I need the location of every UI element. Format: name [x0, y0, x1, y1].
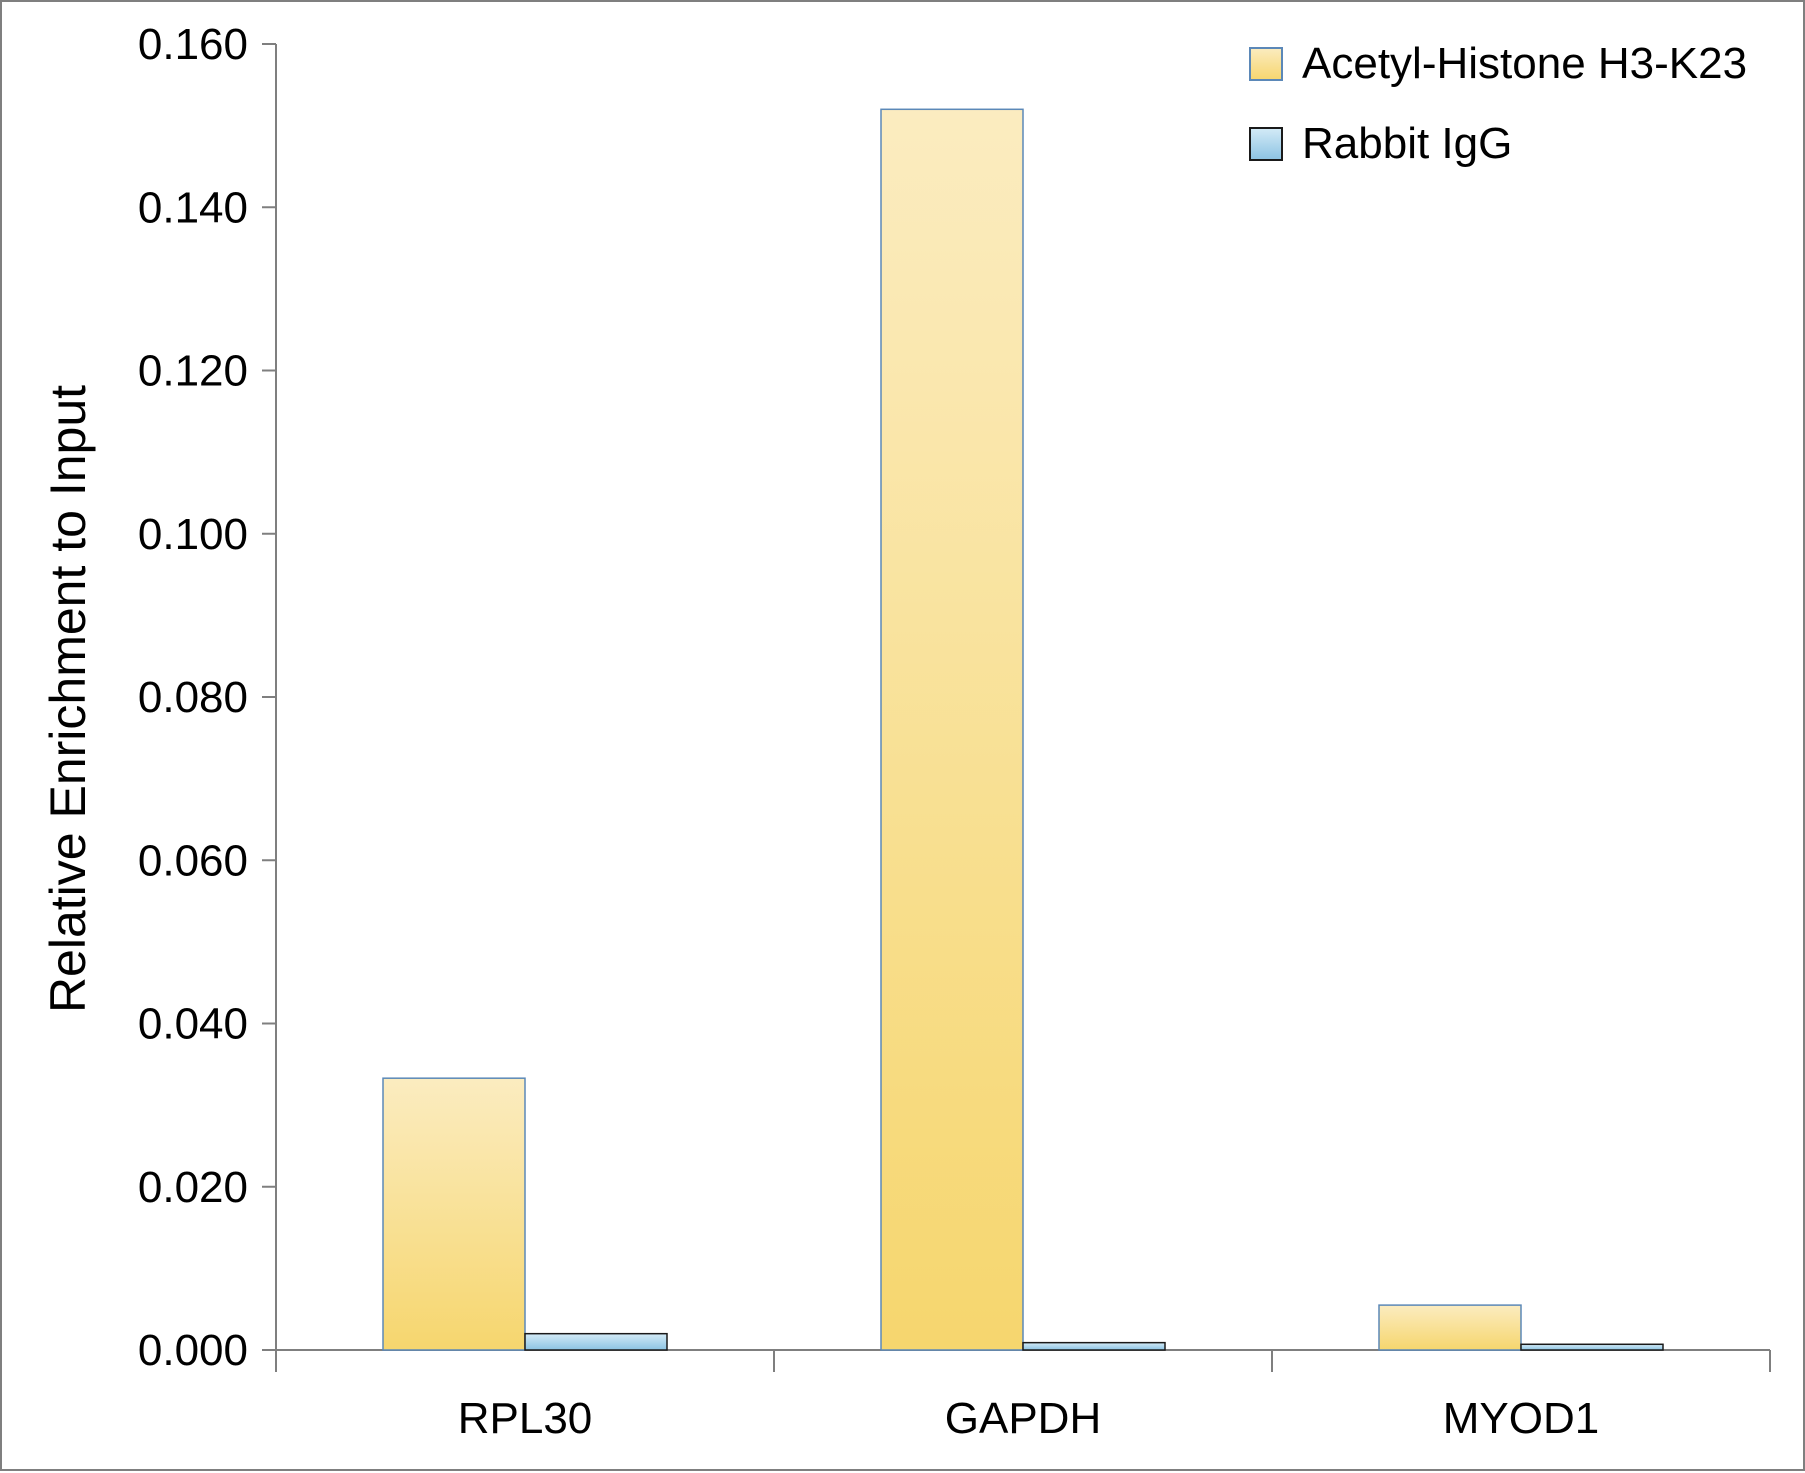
bar-rabbit-igg-rpl30: [524, 1332, 668, 1351]
y-tick-label: 0.100: [138, 510, 248, 559]
bars: [382, 108, 1664, 1351]
bar-acetyl-histone-myod1: [1378, 1304, 1522, 1351]
x-axis: RPL30 GAPDH MYOD1: [275, 1349, 1771, 1443]
legend: Acetyl-Histone H3-K23 Rabbit IgG: [1249, 39, 1747, 168]
legend-label: Rabbit IgG: [1302, 119, 1512, 168]
bar-acetyl-histone-gapdh: [880, 108, 1024, 1351]
y-tick-label: 0.160: [138, 20, 248, 69]
bar-acetyl-histone-rpl30: [382, 1077, 526, 1351]
y-tick-label: 0.040: [138, 1000, 248, 1049]
y-tick-label: 0.080: [138, 673, 248, 722]
legend-swatch: [1249, 47, 1283, 81]
x-tick-label: RPL30: [458, 1394, 593, 1443]
bar-rabbit-igg-gapdh: [1022, 1341, 1166, 1351]
x-tick-label: MYOD1: [1443, 1394, 1599, 1443]
y-tick-label: 0.140: [138, 183, 248, 232]
y-tick-label: 0.020: [138, 1163, 248, 1212]
y-axis: 0.000 0.020 0.040 0.060 0.080 0.100 0.120 0.140…: [138, 20, 277, 1375]
legend-label: Acetyl-Histone H3-K23: [1302, 39, 1747, 88]
y-axis-title: Relative Enrichment to Input: [40, 385, 96, 1013]
y-tick-label: 0.060: [138, 836, 248, 885]
bar-rabbit-igg-myod1: [1520, 1343, 1664, 1351]
legend-swatch: [1249, 127, 1283, 161]
y-tick-label: 0.120: [138, 347, 248, 396]
y-tick-label: 0.000: [138, 1326, 248, 1375]
x-tick-label: GAPDH: [945, 1394, 1101, 1443]
